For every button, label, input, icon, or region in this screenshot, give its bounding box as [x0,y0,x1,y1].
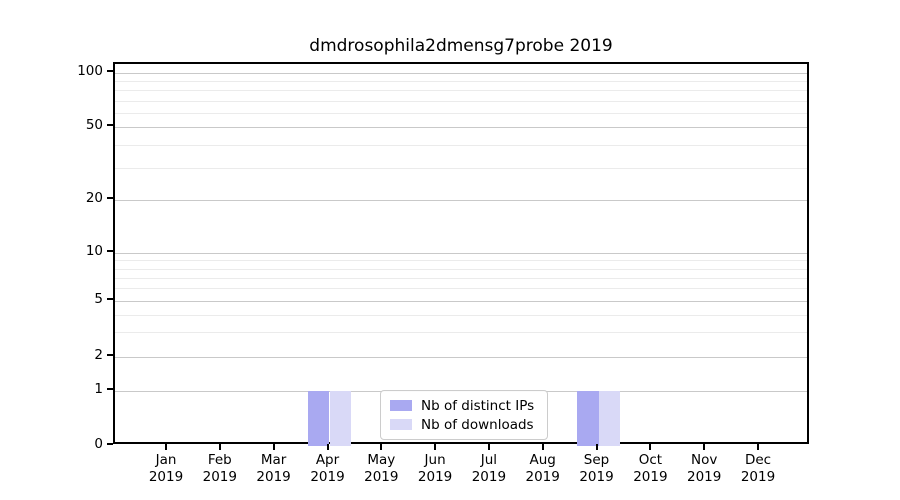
x-tick-label-mar: Mar 2019 [256,452,291,485]
y-tick-mark-1 [107,388,113,390]
x-tick-label-dec: Dec 2019 [740,452,776,485]
x-tick-label-jan: Jan 2019 [148,452,184,485]
x-tick-mark-jun [434,444,437,450]
legend-swatch-2 [390,419,412,430]
gridline-minor-30 [115,167,807,169]
legend-label-2: Nb of downloads [421,416,534,433]
y-tick-label-0: 0 [94,436,103,452]
y-tick-label-10: 10 [85,243,103,259]
x-tick-label-may: May 2019 [364,452,399,485]
y-tick-mark-50 [107,124,113,126]
gridline-minor-7 [115,277,807,279]
legend-swatch-1 [390,400,412,411]
gridline-minor-3 [115,332,807,334]
x-tick-label-jul: Jul 2019 [471,452,507,485]
x-tick-label-oct: Oct 2019 [633,452,668,485]
y-tick-mark-20 [107,197,113,199]
gridline-major-50 [115,127,807,128]
y-tick-label-1: 1 [94,381,103,397]
gridline-minor-80 [115,90,807,92]
x-tick-mark-aug [541,444,544,450]
bar-nb-of-distinct-ips-apr [307,391,330,446]
bar-nb-of-distinct-ips-sep [577,391,599,446]
y-tick-mark-5 [107,298,113,300]
x-tick-mark-sep [595,444,598,450]
y-tick-label-20: 20 [85,190,103,206]
gridline-minor-70 [115,100,807,102]
bar-nb-of-downloads-sep [598,391,620,446]
legend-row-2: Nb of downloads [390,415,538,434]
x-tick-mark-oct [649,444,652,450]
gridline-major-2 [115,357,807,358]
x-tick-mark-dec [757,444,759,450]
gridline-minor-40 [115,144,807,146]
x-tick-label-jun: Jun 2019 [417,452,453,485]
x-tick-mark-apr [326,444,329,450]
gridline-major-20 [115,200,807,201]
gridline-minor-9 [115,260,807,262]
x-tick-mark-feb [218,444,221,450]
gridline-minor-60 [115,112,807,114]
gridline-major-5 [115,301,807,302]
y-tick-mark-10 [107,250,113,252]
legend: Nb of distinct IPs Nb of downloads [380,390,548,440]
y-tick-label-5: 5 [94,291,103,307]
gridline-major-10 [115,253,807,254]
y-tick-mark-100 [107,70,113,72]
x-tick-label-aug: Aug 2019 [525,452,560,485]
plot-area: Nb of distinct IPs Nb of downloads [113,62,809,446]
legend-label-1: Nb of distinct IPs [421,397,535,414]
x-tick-label-sep: Sep 2019 [579,452,614,485]
x-tick-mark-mar [272,444,275,450]
x-tick-mark-nov [703,444,706,450]
y-tick-mark-0 [107,443,113,445]
y-tick-mark-2 [107,354,113,356]
x-tick-mark-jan [165,444,167,450]
gridline-minor-90 [115,81,807,83]
gridline-minor-6 [115,288,807,290]
gridline-minor-4 [115,314,807,316]
x-tick-label-feb: Feb 2019 [202,452,237,485]
x-tick-mark-jul [487,444,490,450]
x-tick-label-apr: Apr 2019 [310,452,345,485]
gridline-minor-8 [115,268,807,270]
gridline-major-100 [115,73,807,74]
y-tick-label-50: 50 [85,117,103,133]
y-tick-label-100: 100 [77,63,103,79]
bar-nb-of-downloads-apr [329,391,351,446]
legend-row-1: Nb of distinct IPs [390,396,538,415]
chart-title: dmdrosophila2dmensg7probe 2019 [309,36,613,56]
y-tick-label-2: 2 [94,347,103,363]
x-tick-mark-may [380,444,383,450]
x-tick-label-nov: Nov 2019 [687,452,722,485]
